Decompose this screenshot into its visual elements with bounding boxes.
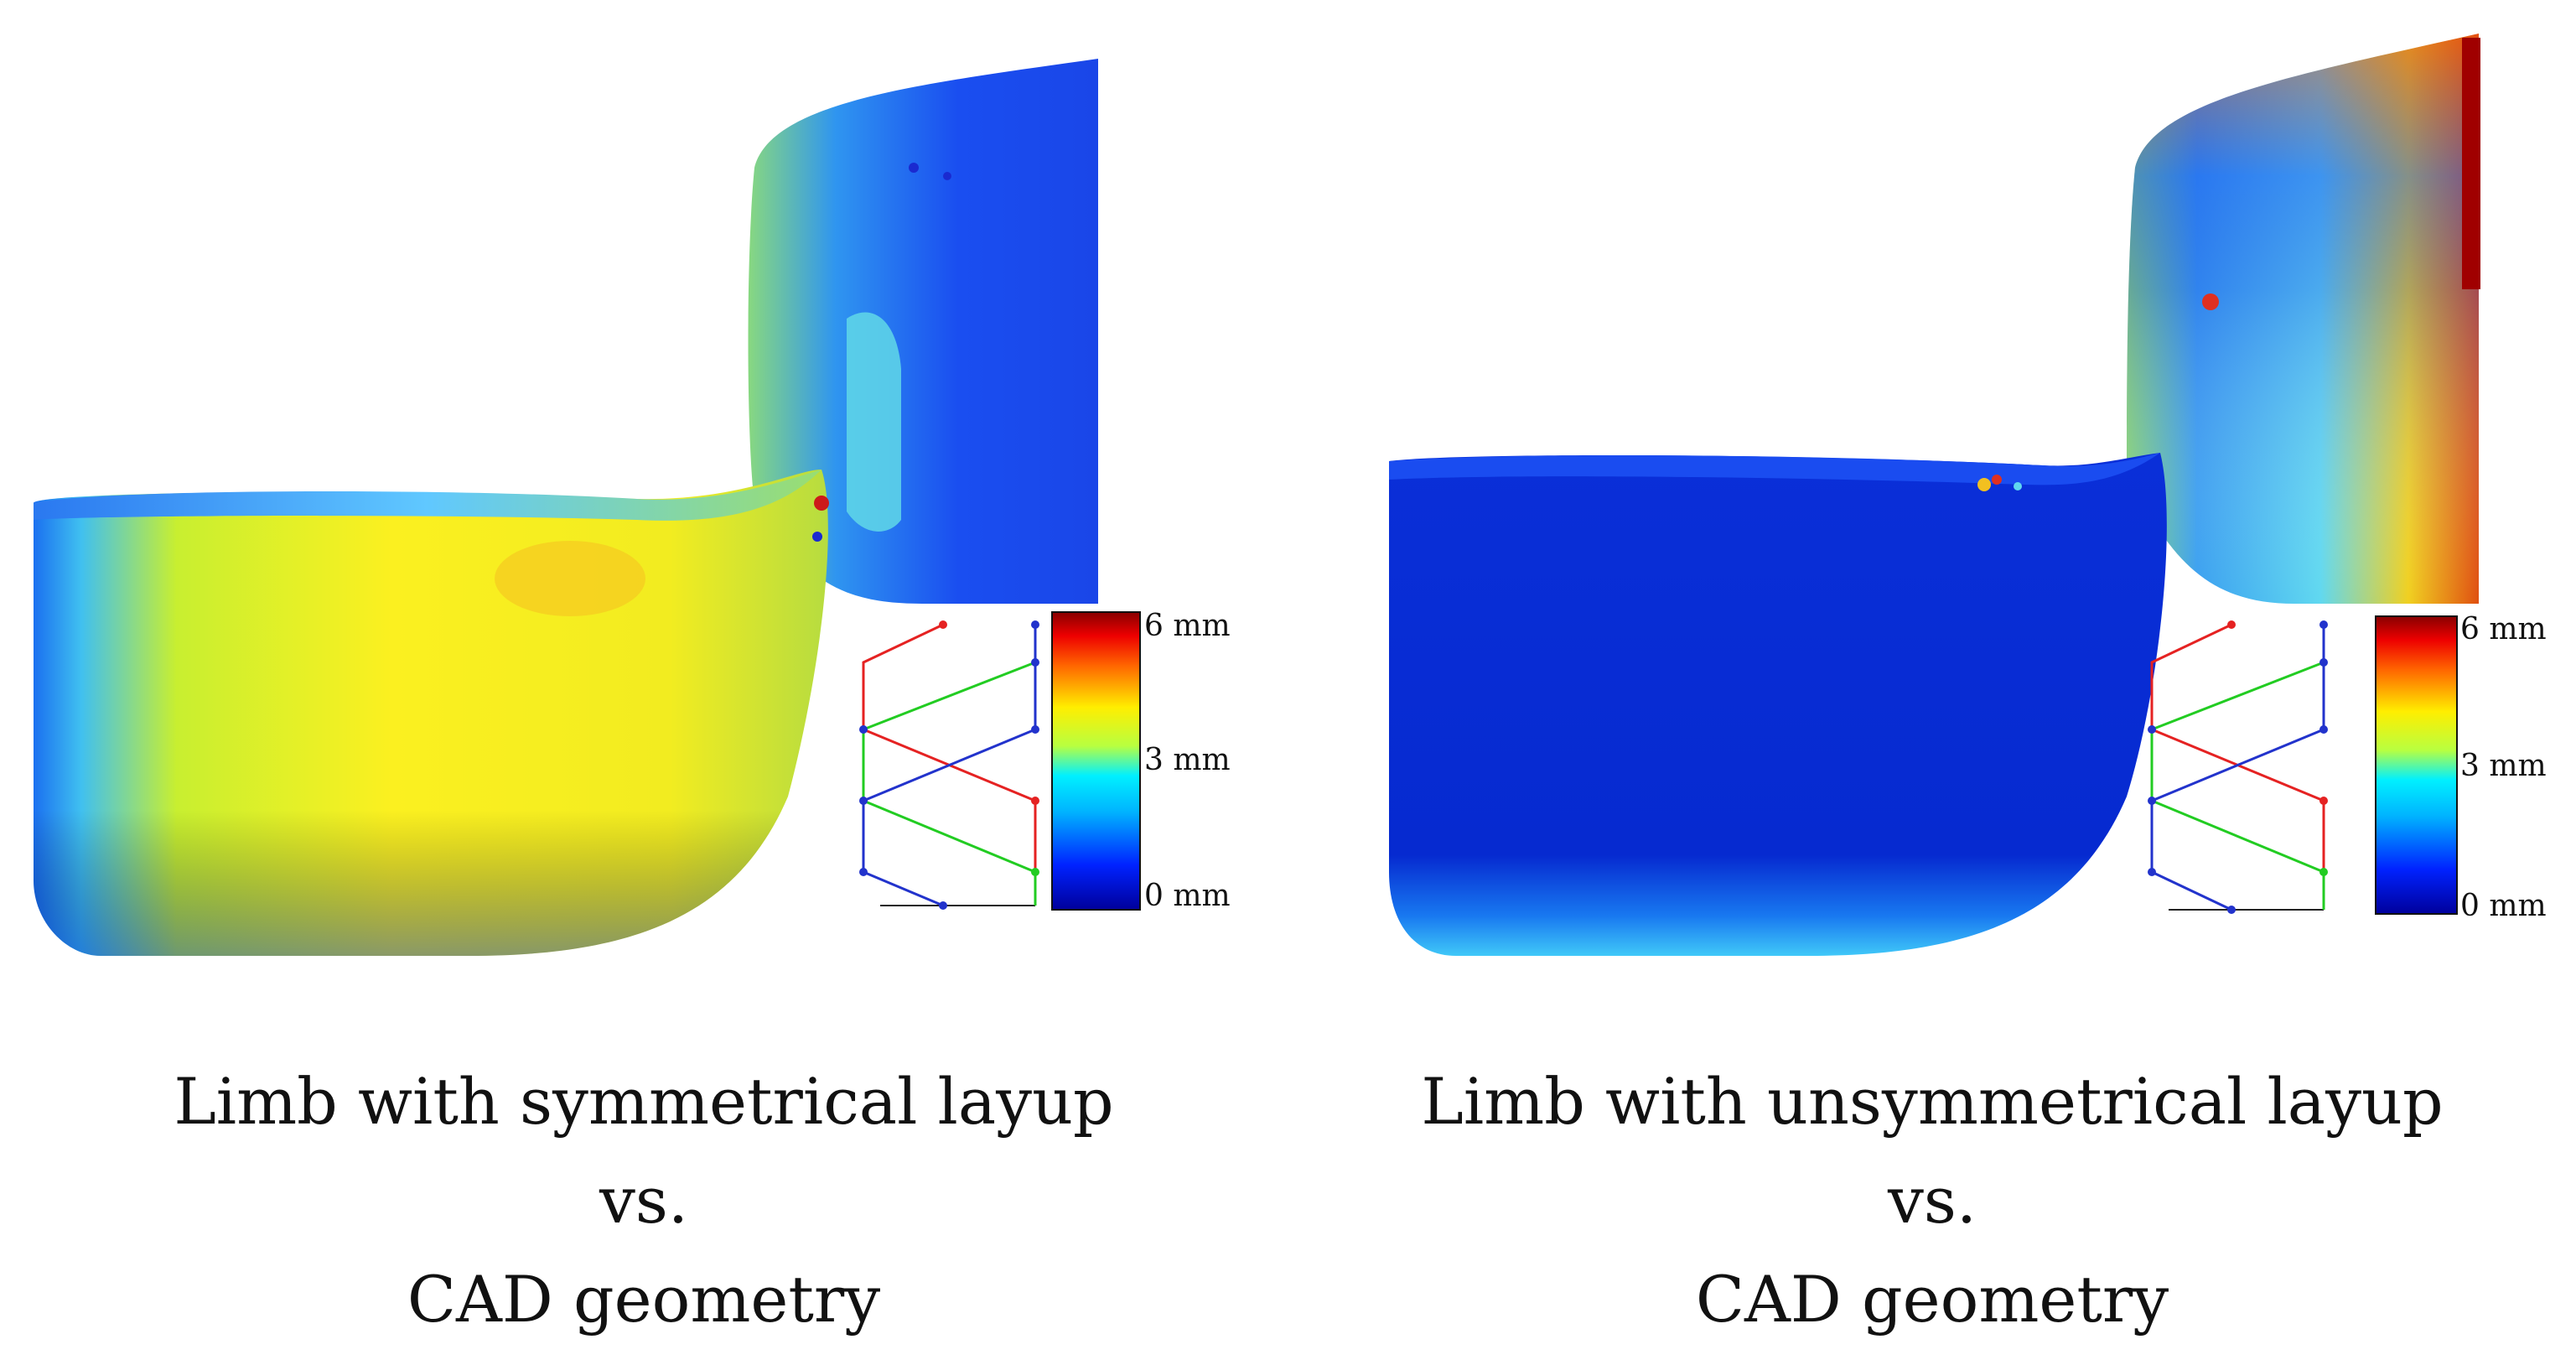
flange-surface bbox=[748, 59, 1098, 604]
layup-schematic bbox=[859, 620, 1039, 914]
caption-line: vs. bbox=[1887, 1163, 1977, 1238]
colorbar bbox=[2375, 615, 2458, 915]
colorbar-mid-label: 3 mm bbox=[2460, 749, 2547, 783]
hot-spot bbox=[814, 496, 829, 511]
panel-symmetrical: 6 mm 3 mm 0 mm Limb with symmetrical lay… bbox=[0, 59, 1288, 1349]
caption-line: vs. bbox=[599, 1163, 689, 1238]
cold-spot bbox=[943, 172, 951, 180]
cold-spot bbox=[909, 163, 919, 173]
colorbar-max-label: 6 mm bbox=[1144, 609, 1231, 643]
deviation-plot-unsymmetrical: 6 mm 3 mm 0 mm bbox=[1389, 34, 2547, 956]
caption-symmetrical: Limb with symmetrical layup vs. CAD geom… bbox=[0, 1052, 1288, 1349]
deviation-plot-symmetrical: 6 mm 3 mm 0 mm bbox=[34, 59, 1231, 956]
edge-hot-zone bbox=[2462, 38, 2480, 289]
warm-zone bbox=[495, 541, 645, 616]
cup-rim bbox=[1389, 453, 2160, 485]
caption-line: Limb with symmetrical layup bbox=[174, 1064, 1114, 1139]
hot-spot bbox=[1992, 475, 2002, 485]
caption-line: CAD geometry bbox=[1695, 1262, 2169, 1337]
hot-spot bbox=[1977, 478, 1991, 491]
cup-rim bbox=[34, 470, 822, 521]
colorbar-min-label: 0 mm bbox=[2460, 889, 2547, 923]
warm-spot bbox=[2014, 482, 2022, 491]
caption-unsymmetrical: Limb with unsymmetrical layup vs. CAD ge… bbox=[1288, 1052, 2576, 1349]
colorbar-mid-label: 3 mm bbox=[1144, 743, 1231, 777]
flange-shading bbox=[2127, 34, 2479, 604]
caption-line: CAD geometry bbox=[407, 1262, 881, 1337]
layup-schematic bbox=[2148, 620, 2328, 914]
bend-highlight bbox=[847, 312, 901, 532]
panel-unsymmetrical: 6 mm 3 mm 0 mm Limb with unsymmetrical l… bbox=[1288, 0, 2576, 1360]
cup-shading bbox=[34, 470, 828, 956]
cold-spot bbox=[812, 532, 822, 542]
colorbar bbox=[1051, 611, 1141, 911]
hot-spot bbox=[2202, 293, 2219, 310]
colorbar-max-label: 6 mm bbox=[2460, 612, 2547, 646]
colorbar-min-label: 0 mm bbox=[1144, 879, 1231, 913]
cup-surface bbox=[1389, 453, 2167, 956]
caption-line: Limb with unsymmetrical layup bbox=[1421, 1064, 2444, 1139]
